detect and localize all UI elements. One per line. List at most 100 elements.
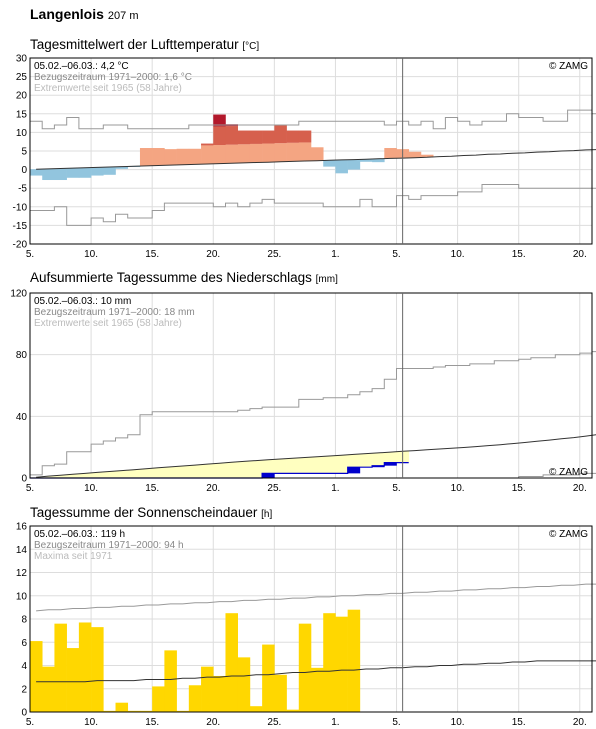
sun-copyright: © ZAMG — [549, 529, 588, 540]
temp-y-tick-label: 10 — [16, 128, 28, 139]
sun-y-tick-label: 12 — [16, 568, 28, 579]
precip-increment-bar — [347, 467, 361, 474]
temp-x-tick-label: 20. — [206, 249, 220, 260]
precip-x-tick-label: 20. — [206, 483, 220, 494]
temp-y-tick-label: -5 — [18, 184, 27, 195]
temp-legend-line: Bezugszeitraum 1971–2000: 1,6 °C — [34, 72, 192, 83]
temp-bar — [91, 167, 104, 176]
station-name: Langenlois — [30, 6, 104, 22]
temp-legend-line: 05.02.–06.03.: 4,2 °C — [34, 61, 129, 72]
precip-deficit-bar — [115, 470, 129, 478]
precip-increment-bar — [372, 465, 385, 468]
sun-bar — [164, 650, 177, 712]
sun-y-tick-label: 2 — [21, 684, 27, 695]
precip-deficit-bar — [164, 466, 177, 478]
temp-copyright: © ZAMG — [549, 61, 588, 72]
precip-x-tick-label: 20. — [573, 483, 587, 494]
precip-x-tick-label: 25. — [267, 483, 281, 494]
temp-x-tick-label: 15. — [512, 249, 526, 260]
precip-deficit-bar — [127, 469, 141, 478]
temp-bar — [286, 130, 300, 143]
temp-x-tick-label: 5. — [26, 249, 34, 260]
precip-axes: 0 40 80 120 5. 10. 15. 20. 25. 1. 5. 10. 15. 20. — [10, 289, 592, 494]
temp-bar — [311, 147, 324, 161]
sun-bar — [188, 685, 202, 712]
temp-bar — [298, 142, 312, 162]
temp-y-tick-label: 5 — [21, 147, 27, 158]
precip-deficit-bar — [359, 453, 373, 468]
precip-deficit-bar — [188, 465, 202, 478]
precip-x-tick-label: 1. — [331, 483, 339, 494]
temp-bar — [42, 168, 55, 181]
temp-bar — [274, 143, 287, 162]
station-altitude: 207 m — [107, 10, 139, 22]
precip-deficit-bar — [286, 458, 300, 474]
temp-bar — [201, 145, 214, 165]
sun-bar — [225, 613, 238, 712]
temp-bar — [347, 159, 361, 170]
sun-y-tick-label: 8 — [21, 615, 27, 626]
sun-x-tick-label: 15. — [512, 717, 526, 728]
temp-bar — [30, 169, 43, 176]
temp-plot-frame — [29, 57, 593, 245]
temp-x-tick-label: 25. — [267, 249, 281, 260]
temp-x-tick-label: 20. — [573, 249, 587, 260]
temp-bar — [262, 130, 275, 144]
sun-bar — [262, 644, 275, 712]
sun-bar — [286, 709, 300, 712]
sun-bar — [335, 616, 348, 712]
precip-y-tick-label: 80 — [16, 350, 28, 361]
sun-x-tick-label: 1. — [331, 717, 339, 728]
precip-deficit-bar — [42, 476, 55, 478]
precip-copyright: © ZAMG — [549, 467, 588, 478]
precip-deficit-bar — [347, 454, 361, 468]
temp-bar — [225, 144, 238, 164]
precip-deficit-bar — [213, 463, 226, 478]
precip-deficit-bar — [66, 474, 80, 478]
temp-y-tick-label: 30 — [16, 54, 28, 65]
precip-deficit-bar — [103, 471, 116, 478]
temp-y-tick-label: 25 — [16, 72, 28, 83]
precip-deficit-bar — [372, 452, 385, 466]
temp-extreme-min-line — [30, 184, 596, 226]
temp-bar — [213, 126, 226, 146]
temp-bar — [54, 168, 67, 181]
sun-bar — [237, 657, 251, 712]
sun-bar — [311, 667, 324, 712]
temp-y-tick-label: 15 — [16, 109, 28, 120]
sun-bar — [91, 627, 104, 712]
precip-deficit-bar — [78, 473, 92, 478]
temp-legend-line: Extremwerte seit 1965 (58 Jahre) — [34, 83, 182, 94]
precip-y-tick-label: 0 — [21, 474, 27, 485]
temp-y-tick-label: -15 — [13, 221, 28, 232]
sun-x-tick-label: 20. — [573, 717, 587, 728]
precip-increment-bar — [384, 462, 397, 466]
temp-y-tick-label: -10 — [13, 202, 28, 213]
temp-panel-title: Tagesmittelwert der Lufttemperatur [°C] — [30, 37, 260, 52]
sun-y-tick-label: 16 — [16, 522, 28, 533]
temp-bar — [237, 144, 251, 163]
precip-panel-title: Aufsummierte Tagessumme des Niederschlag… — [30, 270, 338, 285]
sun-bar — [274, 674, 287, 712]
precip-deficit-bar — [274, 459, 287, 474]
sun-bar — [139, 710, 153, 712]
precip-deficit-bar — [237, 461, 251, 478]
temp-x-tick-label: 15. — [145, 249, 159, 260]
sun-legend-line: Bezugszeitraum 1971–2000: 94 h — [34, 540, 184, 551]
sun-y-tick-label: 4 — [21, 661, 27, 672]
precip-deficit-bar — [249, 460, 263, 478]
temp-bar — [66, 168, 80, 178]
sun-bar — [30, 641, 43, 712]
temp-y-tick-label: 0 — [21, 165, 27, 176]
sun-x-tick-label: 5. — [26, 717, 34, 728]
temp-y-tick-label: -20 — [13, 240, 28, 251]
temp-bar — [213, 145, 226, 164]
temp-bar — [176, 148, 190, 165]
temp-x-tick-label: 10. — [84, 249, 98, 260]
precip-deficit-bar — [152, 467, 165, 478]
precip-deficit-bar — [91, 472, 104, 478]
